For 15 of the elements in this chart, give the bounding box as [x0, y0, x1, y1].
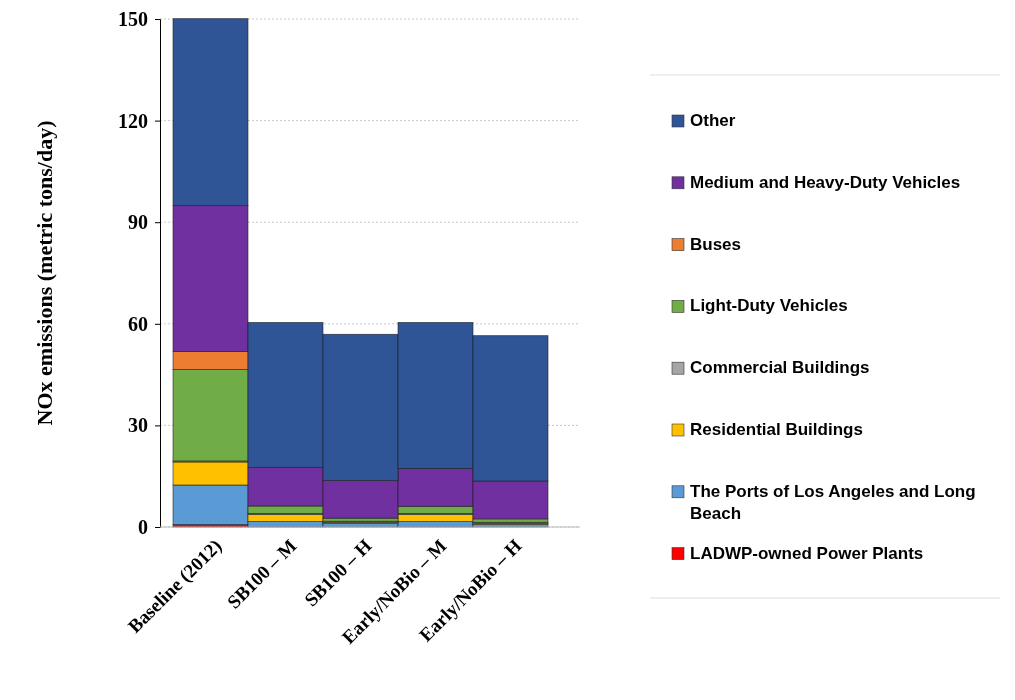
y-axis-title: NOx emissions (metric tons/day): [32, 120, 57, 426]
legend-label: Medium and Heavy-Duty Vehicles: [690, 172, 961, 192]
legend-label: Residential Buildings: [690, 420, 863, 439]
y-tick-label: 120: [118, 109, 148, 132]
y-tick-label: 90: [128, 211, 148, 234]
legend-label: Light-Duty Vehicles: [690, 296, 848, 316]
y-tick-label: 150: [118, 7, 148, 30]
y-tick-label: 0: [138, 515, 148, 538]
legend-label: The Ports of Los Angeles and Long Beach: [690, 481, 976, 523]
legend-label: Other: [690, 111, 736, 130]
legend-label: LADWP-owned Power Plants: [690, 543, 924, 563]
y-tick-label: 30: [128, 414, 148, 437]
legend-label: Buses: [690, 234, 742, 254]
y-tick-label: 60: [128, 312, 148, 335]
legend-label: Commercial Buildings: [690, 358, 870, 378]
